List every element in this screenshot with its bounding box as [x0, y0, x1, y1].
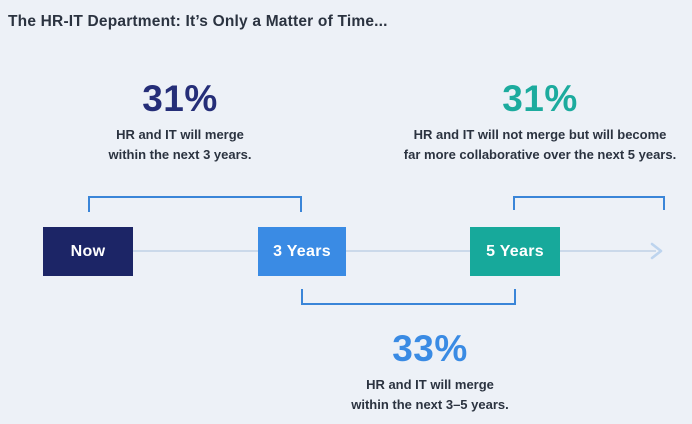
timeline-box-now-label: Now	[70, 242, 106, 260]
timeline-box-5-years-label: 5 Years	[486, 242, 544, 260]
stat-merge-3yr-desc: HR and IT will merge within the next 3 y…	[50, 125, 310, 165]
stat-merge-3-5yr-value: 33%	[392, 328, 468, 369]
timeline-box-3-years: 3 Years	[258, 227, 346, 276]
arrow-right-icon	[650, 242, 663, 260]
stat-merge-3yr: 31% HR and IT will merge within the next…	[50, 78, 310, 165]
timeline-box-5-years: 5 Years	[470, 227, 560, 276]
stat-collab-5yr-desc: HR and IT will not merge but will become…	[385, 125, 692, 165]
stat-collab-5yr-value: 31%	[502, 78, 578, 119]
stat-collab-5yr-desc-line1: HR and IT will not merge but will become	[413, 127, 667, 142]
timeline-box-now: Now	[43, 227, 133, 276]
page-title: The HR-IT Department: It’s Only a Matter…	[8, 13, 388, 30]
timeline-box-3-years-label: 3 Years	[273, 242, 331, 260]
stat-merge-3-5yr-desc-line2: within the next 3–5 years.	[351, 397, 509, 412]
stat-merge-3yr-value: 31%	[142, 78, 218, 119]
bracket-5yr-to-beyond	[513, 196, 665, 210]
stat-merge-3-5yr-desc-line1: HR and IT will merge	[366, 377, 494, 392]
stat-merge-3-5yr: 33% HR and IT will merge within the next…	[300, 328, 560, 415]
stat-merge-3yr-desc-line2: within the next 3 years.	[108, 147, 252, 162]
stat-merge-3yr-desc-line1: HR and IT will merge	[116, 127, 244, 142]
stat-merge-3-5yr-desc: HR and IT will merge within the next 3–5…	[300, 375, 560, 415]
timeline-line	[88, 250, 656, 252]
stat-collab-5yr: 31% HR and IT will not merge but will be…	[385, 78, 692, 165]
bracket-3yr-to-5yr	[301, 289, 516, 305]
stat-collab-5yr-desc-line2: far more collaborative over the next 5 y…	[403, 147, 677, 162]
bracket-now-to-3yr	[88, 196, 302, 212]
